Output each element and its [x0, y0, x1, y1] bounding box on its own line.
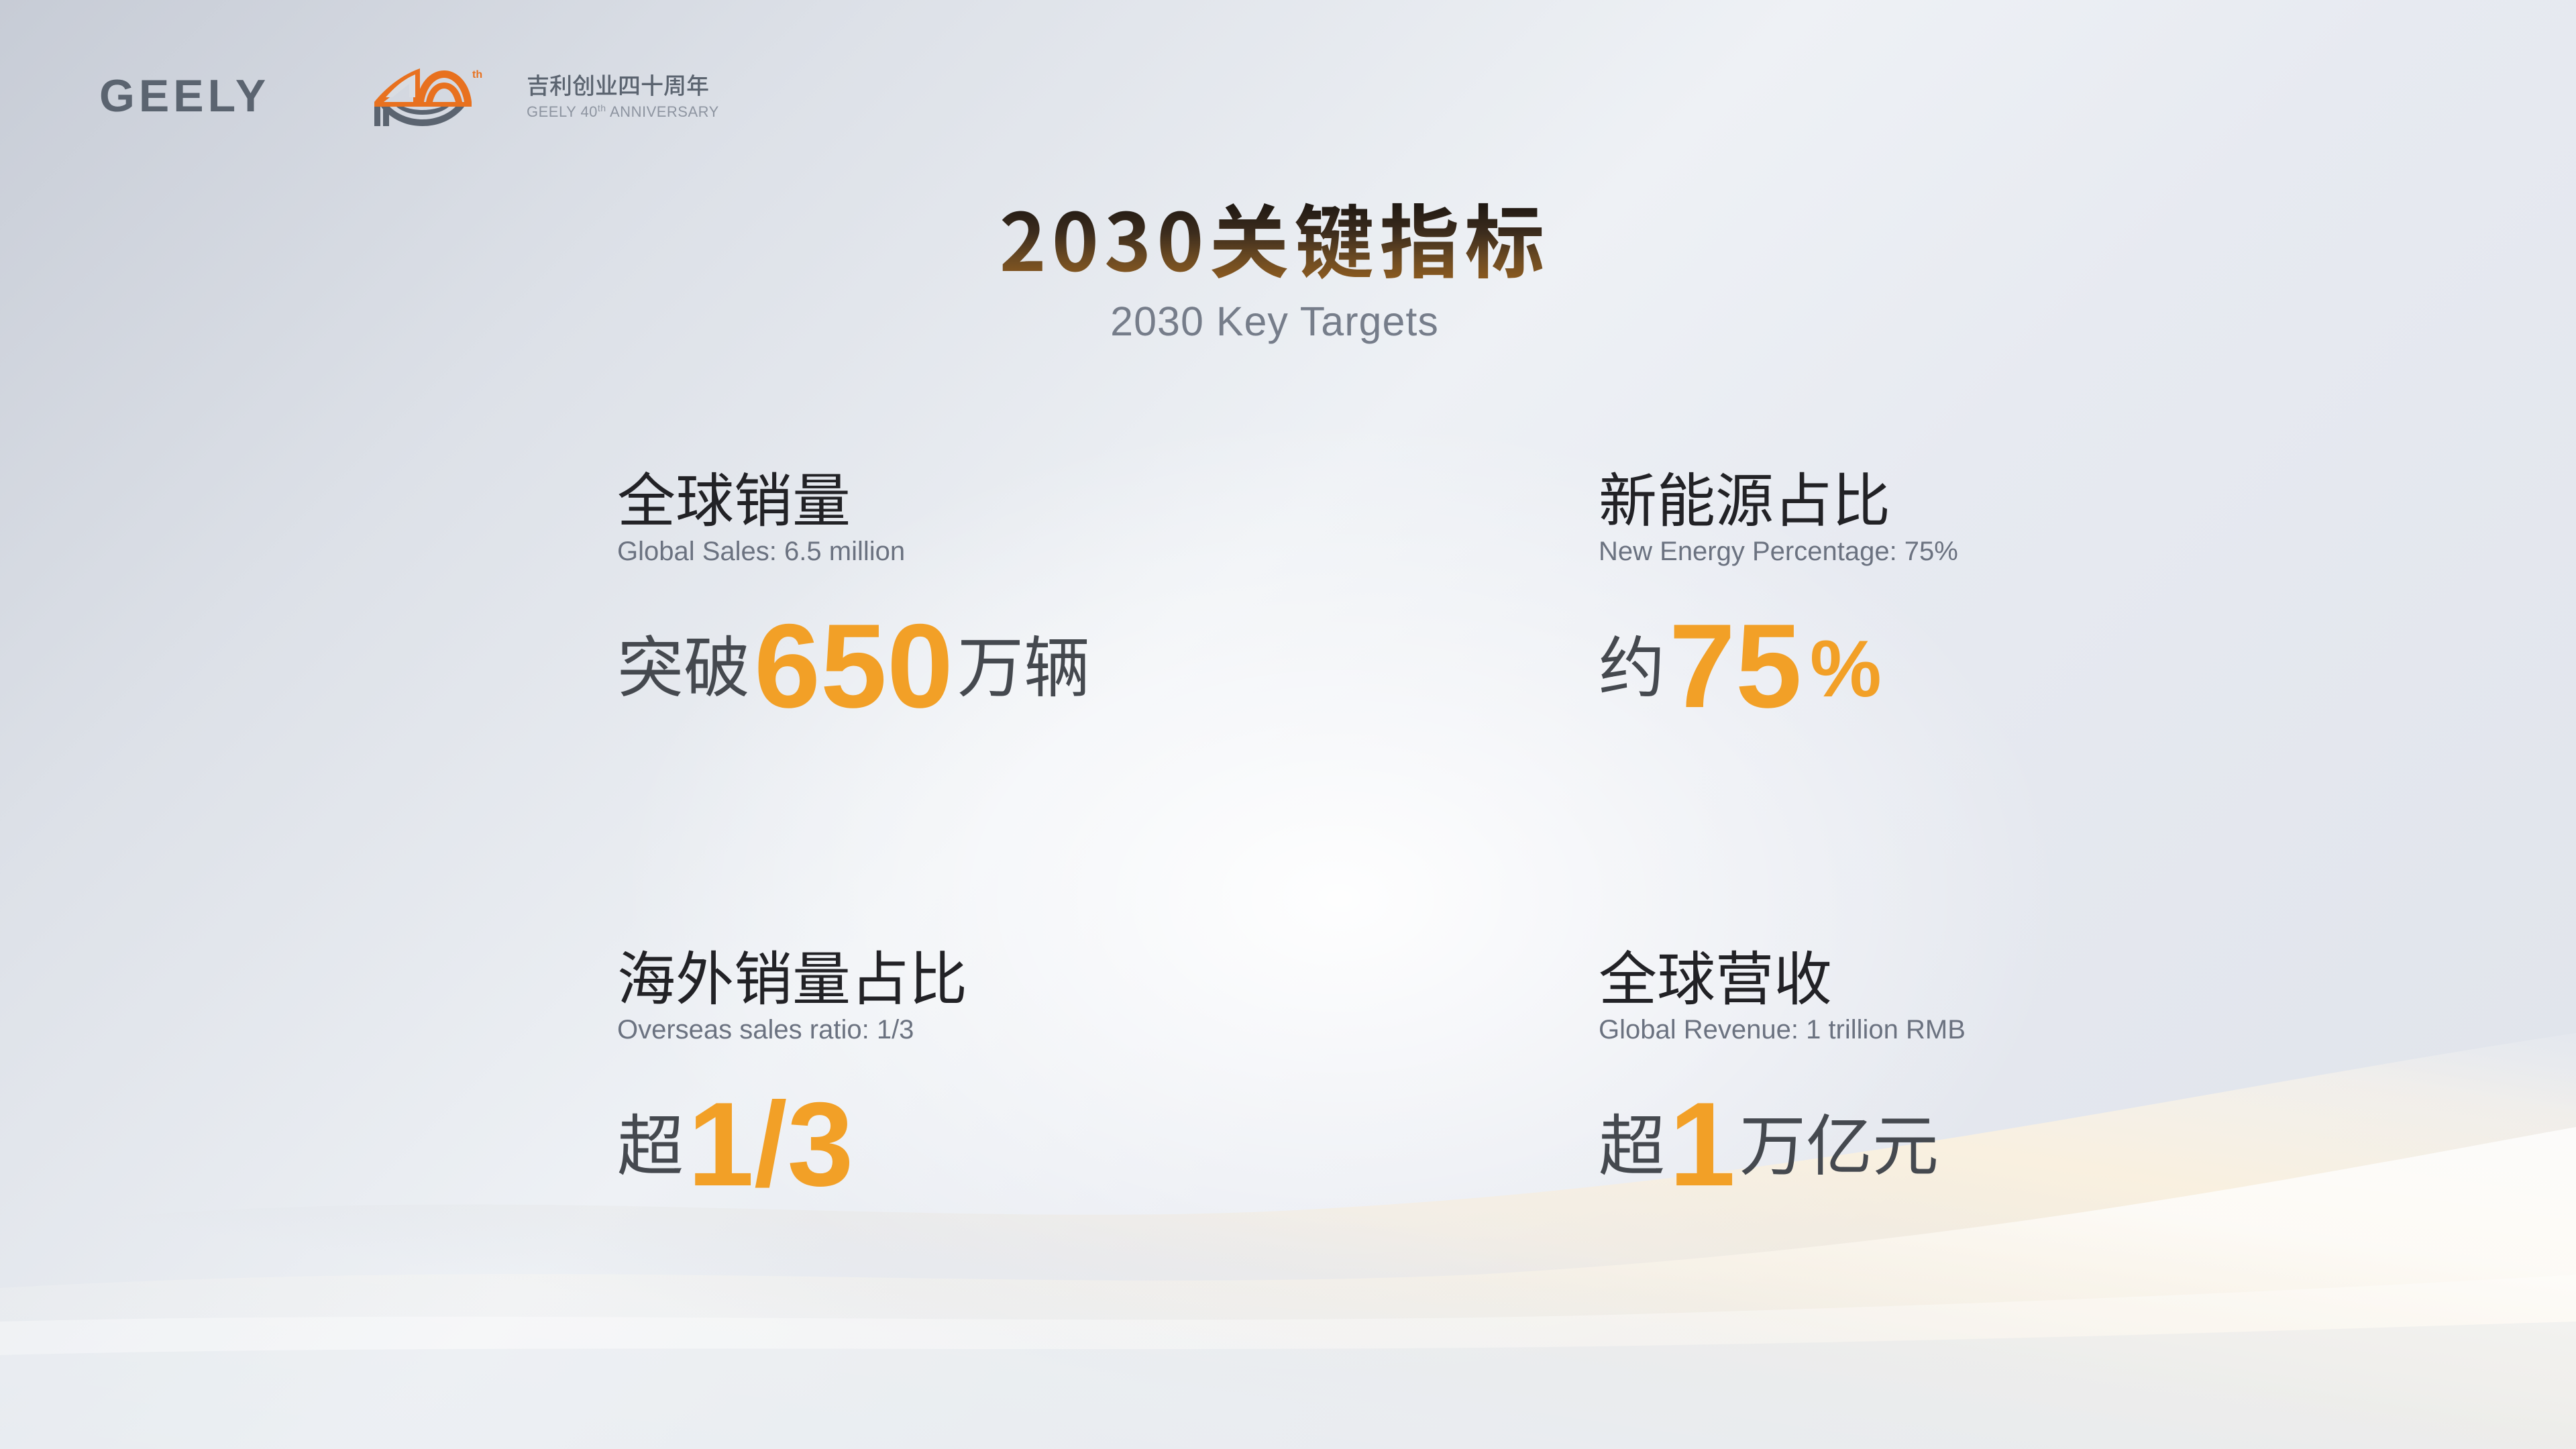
svg-text:吉利创业四十周年: 吉利创业四十周年 [527, 68, 709, 101]
svg-text:GEELY 40th ANNIVERSARY: GEELY 40th ANNIVERSARY [527, 103, 719, 120]
svg-text:th: th [472, 69, 482, 80]
svg-text:GEELY: GEELY [99, 70, 270, 121]
